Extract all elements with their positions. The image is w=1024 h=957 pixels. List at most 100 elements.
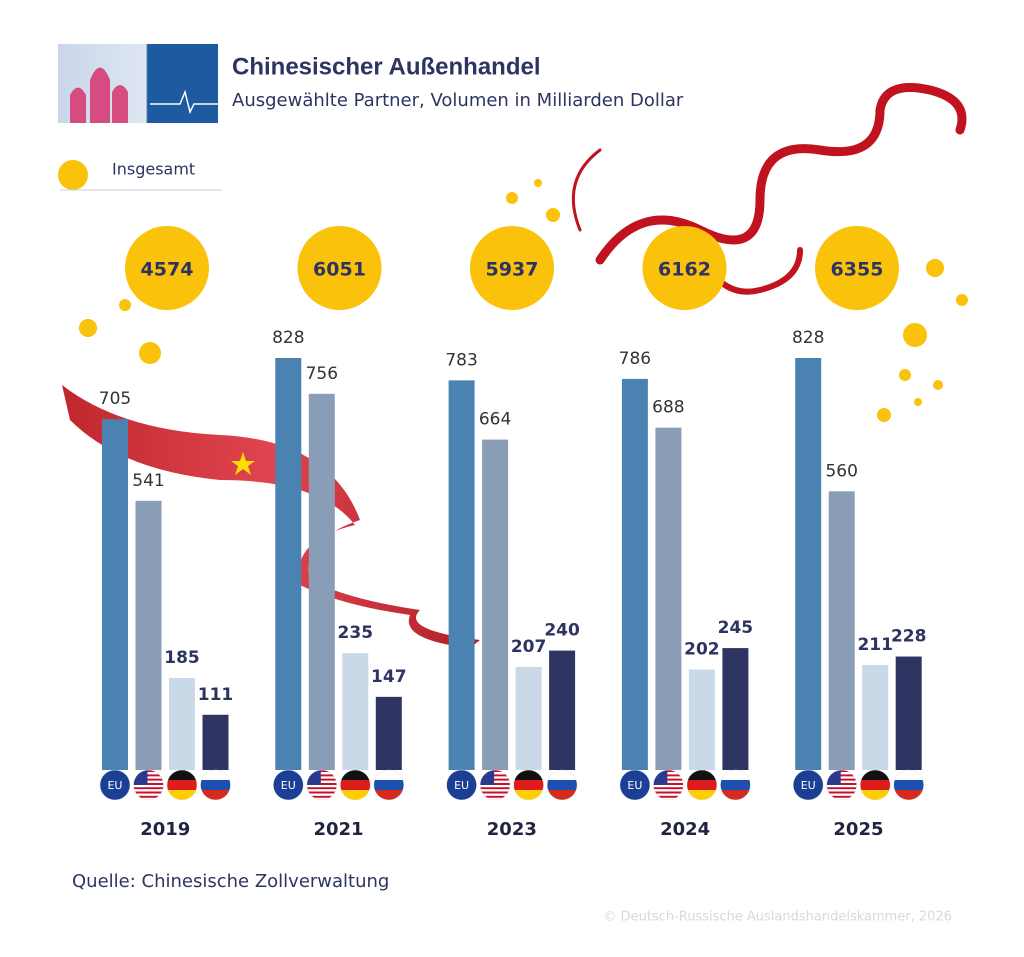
flag-part [653, 793, 684, 796]
flag-part [893, 790, 924, 800]
flag-part [653, 776, 684, 779]
flag [340, 770, 371, 800]
flag-part [306, 785, 337, 788]
flag-label: EU [454, 779, 469, 792]
value-label: 185 [164, 648, 200, 668]
flag-part [133, 776, 164, 779]
flag-part [720, 790, 751, 800]
flag-part [133, 795, 164, 798]
coins [79, 179, 968, 422]
flag-part [826, 774, 857, 777]
value-label: 756 [306, 364, 338, 384]
flag-part [826, 797, 857, 800]
flag-part [720, 770, 751, 780]
bar [102, 419, 128, 770]
flag-part [547, 790, 578, 800]
flag-ring [686, 769, 718, 801]
flag-ring [446, 769, 477, 801]
flag [686, 770, 717, 800]
flag-part [480, 791, 511, 794]
bar [621, 378, 648, 770]
bar [202, 714, 229, 770]
flag-ring [893, 769, 924, 801]
value-label: 786 [619, 349, 651, 369]
subtitle: Ausgewählte Partner, Volumen in Milliard… [232, 90, 684, 111]
flag-part [200, 770, 231, 780]
flag-part [513, 770, 544, 780]
flag-part [826, 780, 857, 783]
total-bubble [815, 226, 899, 310]
total-bubble [125, 226, 209, 310]
total-bubble [642, 226, 727, 310]
flag-part [167, 780, 197, 790]
flag [653, 770, 684, 800]
flag-part [480, 778, 511, 781]
flag-part [826, 793, 857, 796]
value-label: 207 [511, 637, 547, 657]
flag [167, 770, 197, 800]
flag-part [306, 787, 337, 790]
flag-part [653, 774, 684, 777]
bar [275, 357, 302, 770]
bar [895, 656, 922, 770]
value-label: 202 [684, 639, 720, 659]
value-label: 147 [371, 667, 407, 687]
flag-part [306, 789, 337, 792]
flag-ring [273, 769, 304, 801]
flag-part [306, 795, 337, 798]
flag [619, 770, 650, 800]
flag-ring [653, 769, 684, 801]
flag-part [480, 787, 511, 790]
value-label: 560 [825, 461, 857, 481]
total-bubble [297, 226, 382, 310]
flag-ring [340, 769, 371, 801]
flag [826, 770, 857, 800]
flag-part [653, 795, 684, 798]
flag-part [133, 787, 164, 790]
flag-part [340, 780, 371, 790]
flag [100, 770, 130, 800]
flag-part [826, 791, 857, 794]
flag-part [373, 790, 404, 800]
flag-part [133, 789, 164, 792]
value-label: 828 [272, 328, 304, 348]
flag-ring [99, 769, 131, 801]
bar [169, 677, 195, 770]
legend-swatch [58, 160, 88, 190]
flag-part [653, 778, 684, 781]
flag-part [860, 770, 891, 780]
flag-ring [479, 769, 511, 801]
flag-part [373, 780, 404, 790]
value-label: 235 [338, 623, 374, 643]
value-label: 688 [652, 398, 684, 418]
flag-part [653, 782, 684, 785]
dragon [571, 83, 967, 295]
bar [549, 650, 576, 770]
flag-part [826, 772, 857, 775]
flag-label: EU [107, 779, 122, 792]
value-label: 541 [132, 471, 164, 491]
flag-part [167, 770, 197, 780]
flag [893, 770, 924, 800]
flag-part [653, 785, 684, 788]
flag-part [793, 770, 824, 800]
flag-part [480, 772, 511, 775]
flag-ring [200, 769, 231, 801]
flag [480, 770, 511, 800]
flag-part [133, 780, 164, 783]
flag-part [200, 790, 231, 800]
flag-ring [166, 769, 198, 801]
x-tick-label: 2025 [833, 819, 883, 840]
flag-part [826, 789, 857, 792]
flag-part [480, 797, 511, 800]
flag-part [653, 772, 684, 775]
flag [793, 770, 824, 800]
flag [513, 770, 544, 800]
title: Chinesischer Außenhandel [232, 53, 541, 80]
flag-part [133, 782, 164, 785]
flag-part [653, 789, 684, 792]
flag-part [133, 774, 164, 777]
flag-ring [546, 769, 578, 801]
flag-part [893, 770, 924, 780]
